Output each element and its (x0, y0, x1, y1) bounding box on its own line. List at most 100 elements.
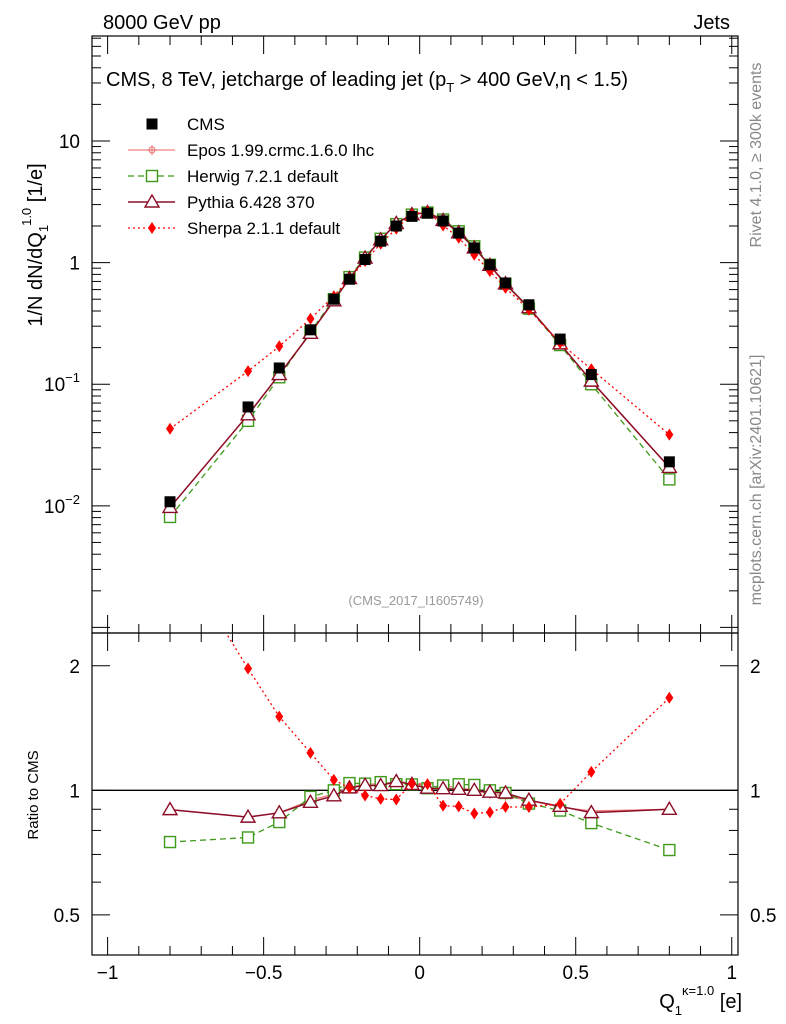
epos-series (165, 207, 675, 513)
legend-item-sherpa: Sherpa 2.1.1 default (128, 219, 340, 238)
pythia-ratio-point (583, 804, 600, 819)
legend-item-epos: Epos 1.99.crmc.1.6.0 lhc (128, 141, 375, 160)
header-left-label: 8000 GeV pp (103, 12, 221, 34)
herwig-ratio-point (663, 843, 676, 857)
plot-title: CMS, 8 TeV, jetcharge of leading jet (pT… (106, 69, 628, 95)
sherpa-ratio-point (306, 746, 315, 759)
cms-point (375, 235, 387, 247)
pythia-ratio-point (271, 804, 288, 819)
header-right-label: Jets (693, 12, 730, 34)
sherpa-ratio-point (501, 800, 510, 813)
sherpa-series (166, 205, 674, 441)
ratio-y-label: Ratio to CMS (25, 750, 42, 839)
cms-point (663, 456, 675, 468)
pythia-ratio-point (161, 801, 179, 816)
sherpa-ratio-point (244, 662, 253, 675)
pythia-ratio-point (388, 773, 405, 788)
legend-marker (146, 118, 158, 130)
legend-marker (147, 145, 157, 155)
legend-marker (143, 193, 161, 208)
legend-label: CMS (187, 115, 225, 134)
sherpa-ratio-point (665, 691, 674, 704)
pythia-ratio-point (325, 787, 343, 802)
sherpa-point (306, 312, 315, 325)
cms-point (304, 324, 316, 336)
x-tick-label: 1 (726, 963, 737, 984)
sherpa-ratio-point (275, 710, 284, 723)
sherpa-ratio-point (470, 807, 479, 820)
x-tick-label: 0.5 (563, 963, 589, 984)
pythia-ratio-point (372, 777, 389, 792)
cms-point (585, 369, 597, 381)
y-tick-label: 10 (59, 132, 80, 153)
cms-point (406, 210, 418, 222)
x-tick-label: −0.5 (245, 963, 283, 984)
cms-point (554, 333, 566, 345)
cms-point (273, 362, 285, 374)
pythia-ratio-point (466, 781, 483, 797)
sherpa-ratio-point (439, 799, 448, 812)
y-axis-label: 1/N dN/dQ11.0 [1/e] (19, 163, 51, 326)
sherpa-point (275, 340, 284, 353)
legend-label: Sherpa 2.1.1 default (187, 219, 340, 238)
pythia-ratio-point (450, 780, 467, 796)
mcplots-label: mcplots.cern.ch [arXiv:2401.10621] (748, 355, 765, 606)
sherpa-ratio-point (392, 793, 401, 806)
sherpa-point (665, 428, 674, 441)
x-axis-label: Q1κ=1.0 [e] (659, 983, 742, 1018)
sherpa-ratio-point (345, 781, 354, 794)
cms-point (343, 273, 355, 285)
cms-point (164, 496, 176, 508)
legend-label: Pythia 6.428 370 (187, 193, 315, 212)
pythia-point (583, 372, 600, 387)
ratio-tick-label: 1 (69, 781, 80, 802)
legend-item-cms: CMS (146, 115, 225, 134)
legend-item-herwig: Herwig 7.2.1 default (128, 167, 338, 186)
analysis-tag: (CMS_2017_I1605749) (348, 593, 483, 608)
pythia-ratio-point (434, 780, 452, 795)
sherpa-ratio-series (225, 633, 674, 820)
cms-point (523, 299, 535, 311)
herwig-ratio-point (585, 816, 598, 830)
cms-series (164, 207, 675, 508)
y-tick-label: 10−2 (44, 492, 80, 518)
sherpa-ratio-point (376, 792, 385, 805)
x-tick-label: −1 (97, 963, 119, 984)
ratio-plot-frame (91, 632, 739, 956)
sherpa-point (244, 365, 253, 378)
y-tick-label: 10−1 (44, 370, 80, 396)
cms-point (421, 207, 433, 219)
ratio-tick-label: 0.5 (54, 906, 80, 927)
cms-point (242, 401, 254, 413)
pythia-ratio-point (302, 793, 319, 808)
legend-item-pythia: Pythia 6.428 370 (128, 193, 315, 212)
sherpa-ratio-point (556, 797, 565, 810)
sherpa-ratio-line (225, 633, 670, 815)
pythia-point (271, 366, 288, 381)
ratio-tick-label-right: 2 (750, 657, 761, 678)
cms-point (328, 293, 340, 305)
sherpa-ratio-point (587, 765, 596, 778)
pythia-ratio-point (497, 784, 514, 799)
ratio-tick-label: 2 (69, 657, 80, 678)
legend-label: Herwig 7.2.1 default (187, 167, 338, 186)
herwig-point (663, 473, 676, 486)
pythia-point (239, 406, 257, 421)
sherpa-ratio-point (524, 801, 533, 814)
sherpa-ratio-point (454, 800, 463, 813)
pythia-ratio-point (481, 783, 499, 798)
sherpa-ratio-point (329, 773, 338, 786)
sherpa-point (166, 422, 175, 435)
y-tick-label: 1 (69, 254, 80, 275)
sherpa-line (169, 210, 670, 436)
cms-point (390, 220, 402, 232)
cms-point (500, 277, 512, 289)
herwig-ratio-point (241, 831, 255, 844)
cms-point (359, 254, 371, 266)
pythia-ratio-series (161, 773, 678, 823)
cms-point (468, 242, 480, 254)
cms-point (437, 215, 449, 227)
herwig-series (163, 206, 676, 524)
herwig-ratio-point (163, 835, 177, 849)
